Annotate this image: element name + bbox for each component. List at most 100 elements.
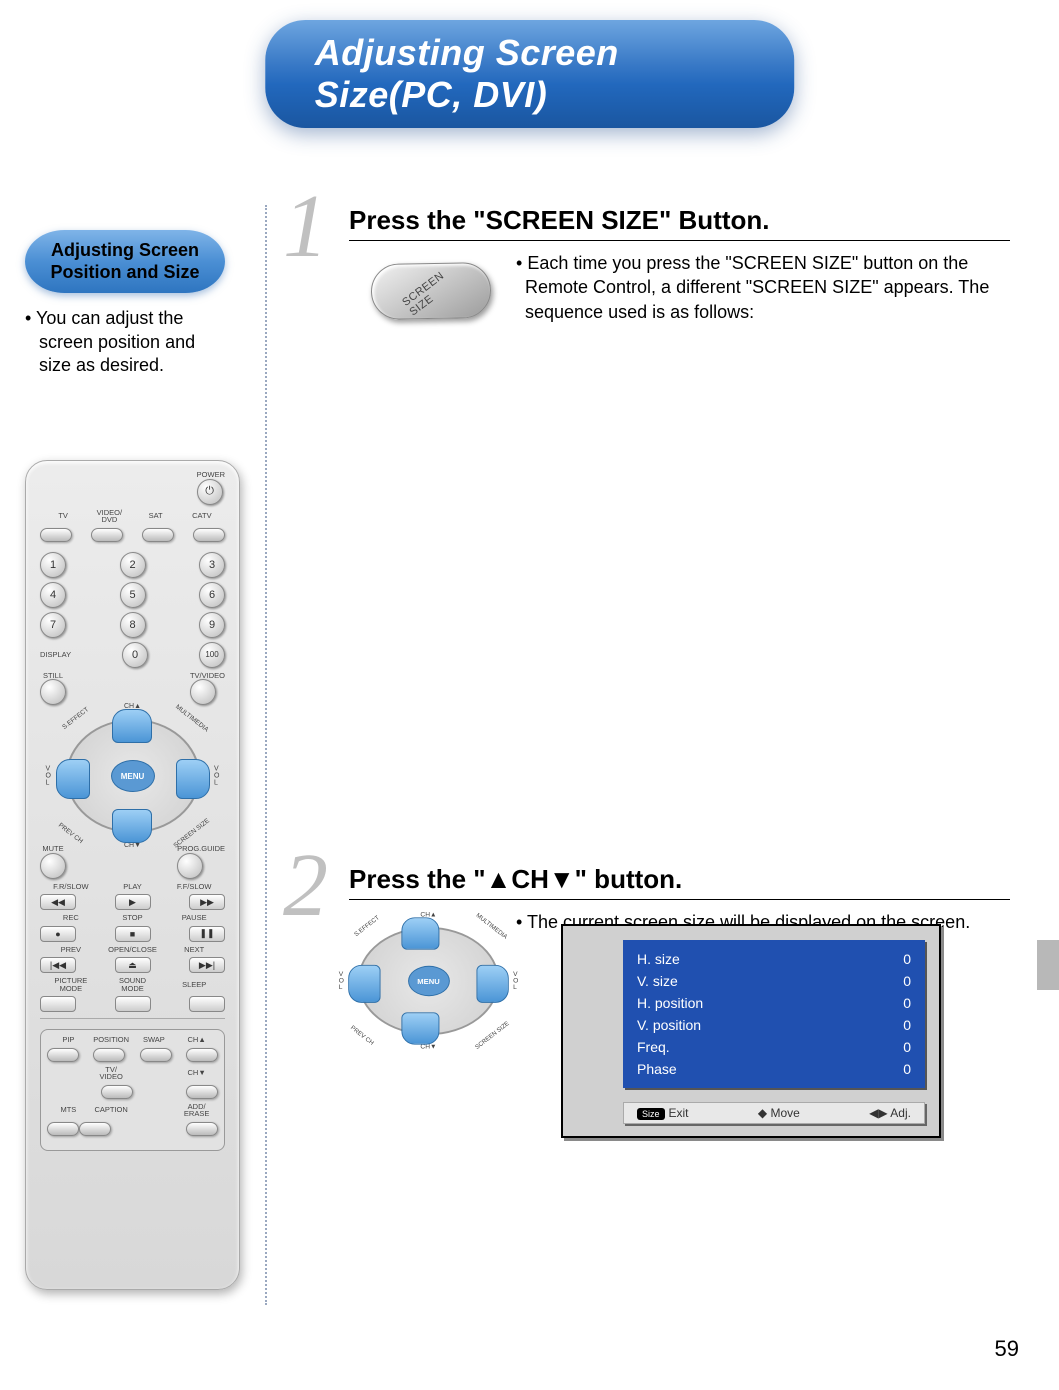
sidebar: Adjusting Screen Position and Size You c…: [25, 230, 225, 377]
dpad-label-down: CH▼: [124, 842, 141, 849]
dpad-label-voll: V O L: [46, 766, 51, 787]
label-still: STILL: [40, 672, 66, 680]
main-content: 1 Press the "SCREEN SIZE" Button. Each t…: [265, 205, 1010, 1305]
stop-button[interactable]: ■: [115, 926, 151, 942]
open-button[interactable]: ⏏: [115, 957, 151, 973]
label-ffslow: F.F/SLOW: [163, 883, 225, 891]
remote-control: POWER ⏻ TV VIDEO/ DVD SAT CATV 123 456 7…: [25, 460, 240, 1290]
label-sndmode: SOUND MODE: [102, 977, 164, 992]
mini-dpad: CH▲ CH▼ V O L V O L S.EFFECT MULTIMEDIA …: [350, 919, 507, 1043]
sndmode-button[interactable]: [115, 996, 151, 1012]
dpad-label-bl: PREV CH: [56, 822, 83, 845]
mini-dpad-br-label: SCREEN SIZE: [474, 1020, 511, 1051]
osd-val: 0: [903, 995, 911, 1011]
sat-button[interactable]: [142, 528, 174, 542]
osd-val: 0: [903, 1039, 911, 1055]
pause-button[interactable]: ❚❚: [189, 926, 225, 942]
picmode-button[interactable]: [40, 996, 76, 1012]
power-label: POWER: [197, 471, 225, 479]
mini-dpad-center: MENU: [408, 966, 450, 996]
num-2[interactable]: 2: [120, 552, 146, 578]
sidebar-heading: Adjusting Screen Position and Size: [25, 230, 225, 293]
osd-val: 0: [903, 1017, 911, 1033]
dvd-button[interactable]: [91, 528, 123, 542]
num-5[interactable]: 5: [120, 582, 146, 608]
adderase-button[interactable]: [186, 1122, 218, 1136]
catv-button[interactable]: [193, 528, 225, 542]
ffslow-button[interactable]: ▶▶: [189, 894, 225, 910]
dpad-right-button[interactable]: [176, 759, 210, 799]
osd-row: Phase0: [637, 1058, 911, 1080]
mini-dpad-tr-label: MULTIMEDIA: [475, 912, 509, 940]
sidebar-body: You can adjust the screen position and s…: [25, 307, 225, 377]
still-button[interactable]: [40, 679, 66, 705]
chd-button[interactable]: [186, 1085, 218, 1099]
label-open: OPEN/CLOSE: [102, 946, 164, 954]
label-pipchd: CH▼: [175, 1069, 218, 1077]
pip-button[interactable]: [47, 1048, 79, 1062]
num-7[interactable]: 7: [40, 612, 66, 638]
num-8[interactable]: 8: [120, 612, 146, 638]
label-pippos: POSITION: [90, 1036, 133, 1044]
num-0[interactable]: 0: [122, 642, 148, 668]
tv-button[interactable]: [40, 528, 72, 542]
label-adderase: ADD/ ERASE: [175, 1103, 218, 1118]
osd-footer-move: Move: [770, 1106, 799, 1120]
num-1[interactable]: 1: [40, 552, 66, 578]
step-1-heading: Press the "SCREEN SIZE" Button.: [349, 205, 1010, 241]
chu-button[interactable]: [186, 1048, 218, 1062]
label-rec: REC: [40, 914, 102, 922]
label-piptv: TV/ VIDEO: [90, 1066, 133, 1081]
mute-button[interactable]: [40, 853, 66, 879]
page-number: 59: [995, 1336, 1019, 1362]
step-2-heading: Press the "▲CH▼" button.: [349, 864, 1010, 900]
osd-row: V. position0: [637, 1014, 911, 1036]
label-next: NEXT: [163, 946, 225, 954]
dpad-label-volr: V O L: [214, 766, 219, 787]
mts-button[interactable]: [47, 1122, 79, 1136]
frslow-button[interactable]: ◀◀: [40, 894, 76, 910]
tvvideo-button[interactable]: [190, 679, 216, 705]
sleep-button[interactable]: [189, 996, 225, 1012]
dpad-up-button[interactable]: [112, 709, 152, 743]
num-9[interactable]: 9: [199, 612, 225, 638]
step-1-number: 1: [283, 175, 328, 278]
dpad-left-button[interactable]: [56, 759, 90, 799]
num-4[interactable]: 4: [40, 582, 66, 608]
mini-dpad-bl-label: PREV CH: [349, 1024, 375, 1046]
pos-button[interactable]: [93, 1048, 125, 1062]
mini-dpad-voll-label: V O L: [339, 971, 344, 991]
rec-button[interactable]: ●: [40, 926, 76, 942]
prog-button[interactable]: [177, 853, 203, 879]
osd-panel: H. size0 V. size0 H. position0 V. positi…: [561, 924, 941, 1138]
label-pip: PIP: [47, 1036, 90, 1044]
next-button[interactable]: ▶▶|: [189, 957, 225, 973]
power-button[interactable]: ⏻: [197, 479, 223, 505]
osd-val: 0: [903, 973, 911, 989]
label-sleep: SLEEP: [163, 981, 225, 989]
dpad-label-tr: MULTIMEDIA: [174, 704, 210, 734]
play-button[interactable]: ▶: [115, 894, 151, 910]
prev-button[interactable]: |◀◀: [40, 957, 76, 973]
dpad-label-tl: S.EFFECT: [61, 706, 90, 731]
dpad-down-button[interactable]: [112, 809, 152, 843]
label-prev: PREV: [40, 946, 102, 954]
caption-button[interactable]: [79, 1122, 111, 1136]
mini-dpad-down: [401, 1012, 439, 1044]
page-title-pill: Adjusting Screen Size(PC, DVI): [265, 20, 795, 128]
num-6[interactable]: 6: [199, 582, 225, 608]
osd-key: V. size: [637, 973, 678, 989]
label-pause: PAUSE: [163, 914, 225, 922]
piptv-button[interactable]: [101, 1085, 133, 1099]
swap-button[interactable]: [140, 1048, 172, 1062]
num-100[interactable]: 100: [199, 642, 225, 668]
num-3[interactable]: 3: [199, 552, 225, 578]
screen-size-button-graphic: SCREEN SIZE: [371, 262, 492, 320]
osd-footer-tag: Size: [637, 1108, 665, 1120]
page-title: Adjusting Screen Size(PC, DVI): [315, 32, 619, 115]
mini-dpad-tl-label: S.EFFECT: [353, 914, 381, 938]
label-play: PLAY: [102, 883, 164, 891]
sidebar-heading-l2: Position and Size: [37, 262, 213, 284]
dpad-menu-button[interactable]: MENU: [111, 760, 155, 792]
label-stop: STOP: [102, 914, 164, 922]
